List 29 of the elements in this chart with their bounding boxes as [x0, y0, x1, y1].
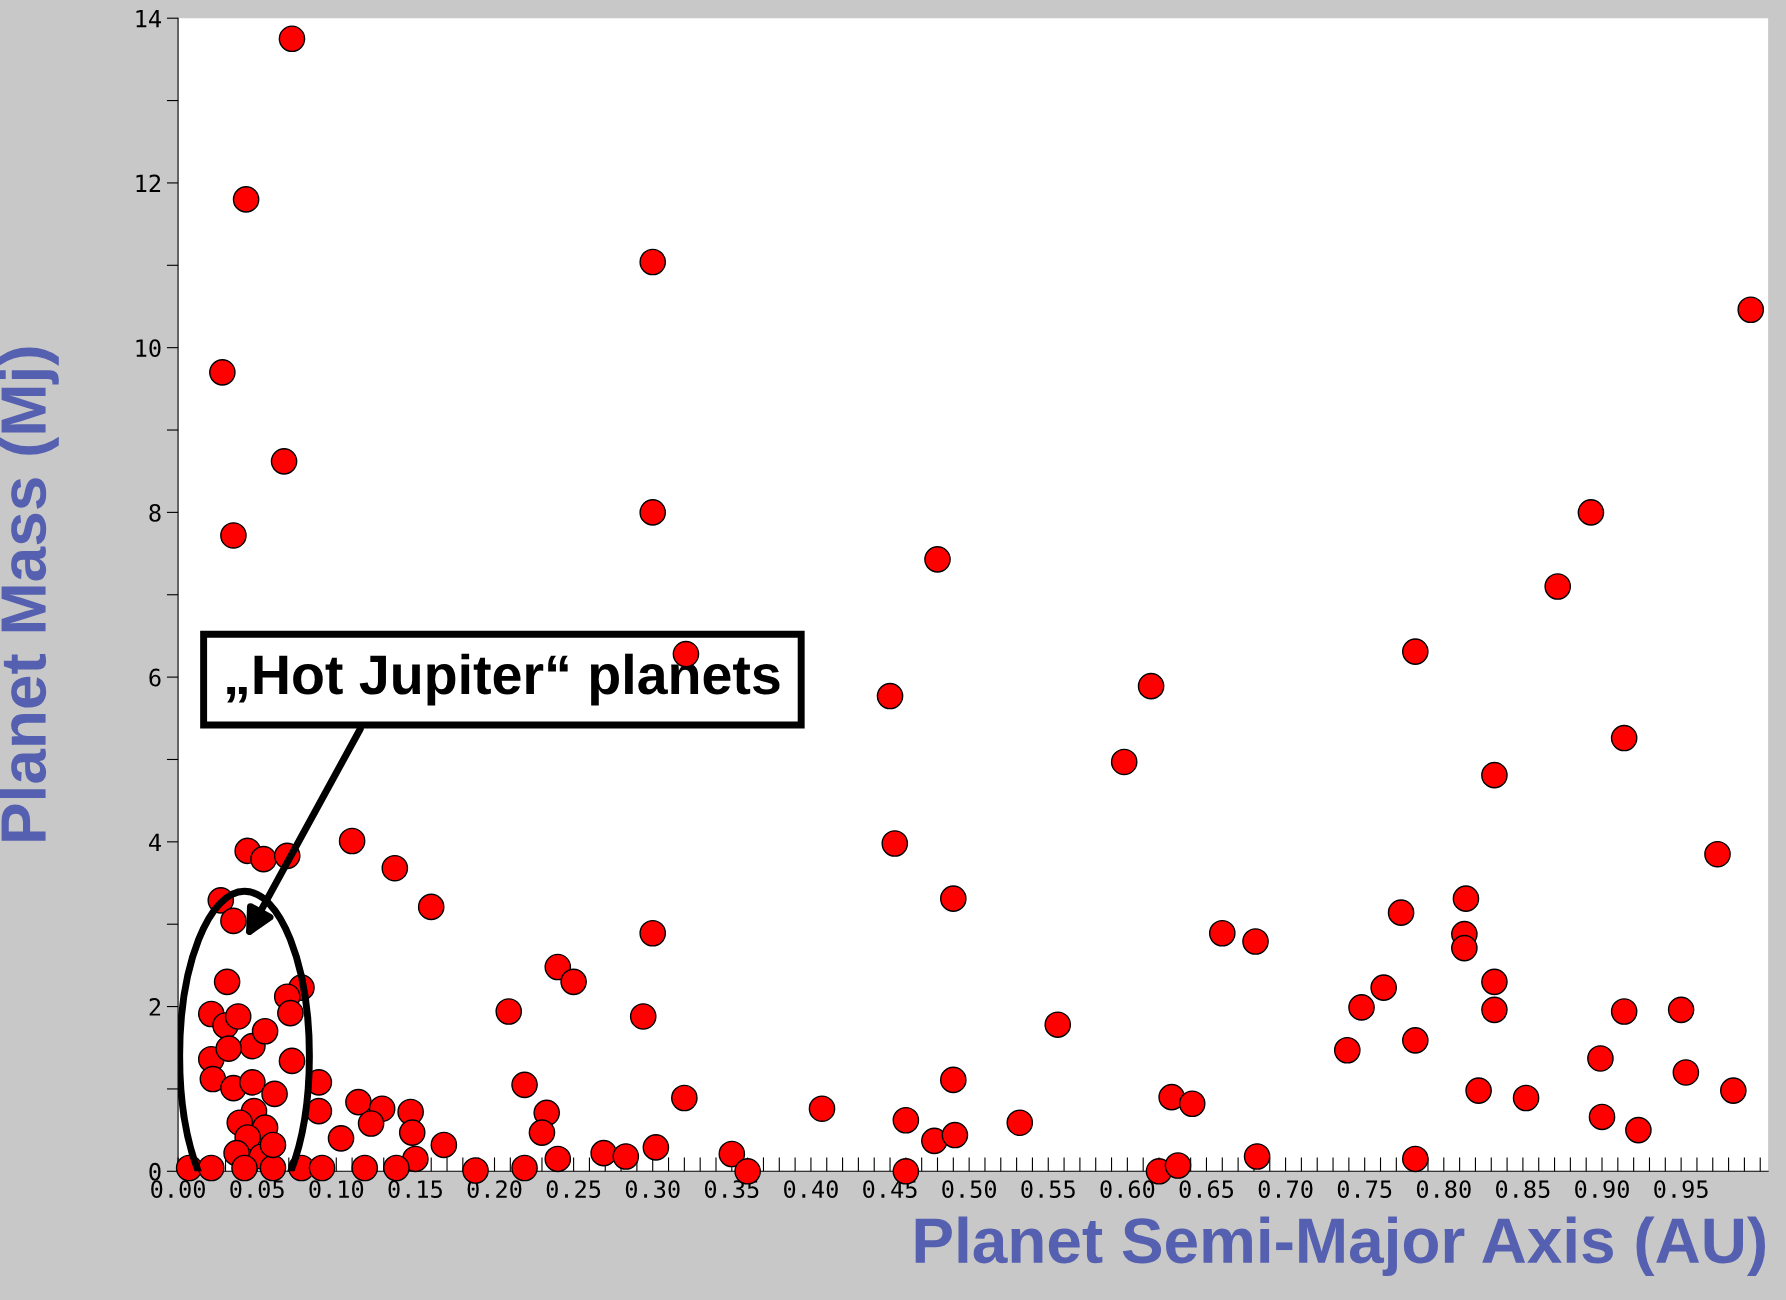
x-tick-label: 0.85	[1496, 1180, 1550, 1199]
y-tick-label: 10	[136, 339, 161, 358]
y-tick-label: 6	[149, 668, 161, 687]
annotation: „Hot Jupiter“ planets	[227, 653, 780, 706]
x-axis-title: Planet Semi-Major Axis (AU)	[915, 1216, 1765, 1277]
x-tick-label: 0.65	[1179, 1180, 1234, 1199]
x-tick-label: 0.75	[1337, 1180, 1392, 1199]
x-tick-label: 0.10	[309, 1180, 364, 1199]
x-tick-label: 0.00	[151, 1180, 205, 1199]
x-tick-label: 0.25	[546, 1180, 601, 1199]
x-tick-label: 0.55	[1021, 1180, 1075, 1199]
x-tick-label: 0.80	[1416, 1180, 1471, 1199]
x-tick-label: 0.60	[1100, 1180, 1155, 1199]
x-tick-label: 0.15	[388, 1180, 442, 1199]
x-tick-label: 0.05	[230, 1180, 284, 1199]
x-tick-label: 0.70	[1258, 1180, 1313, 1199]
y-axis-title: Planet Mass (Mj)	[0, 347, 59, 841]
x-tick-label: 0.20	[467, 1180, 522, 1199]
x-tick-label: 0.90	[1575, 1180, 1629, 1199]
y-tick-label: 14	[136, 10, 161, 28]
y-tick-label: 0	[149, 1162, 161, 1181]
y-tick-label: 2	[149, 998, 161, 1016]
y-tick-label: 4	[149, 833, 161, 851]
x-tick-label: 0.50	[942, 1180, 997, 1199]
x-tick-label: 0.30	[625, 1180, 680, 1199]
x-tick-label: 0.95	[1654, 1180, 1708, 1199]
y-tick-label: 12	[136, 174, 161, 192]
x-tick-label: 0.40	[784, 1180, 838, 1199]
y-tick-label: 8	[149, 503, 161, 522]
